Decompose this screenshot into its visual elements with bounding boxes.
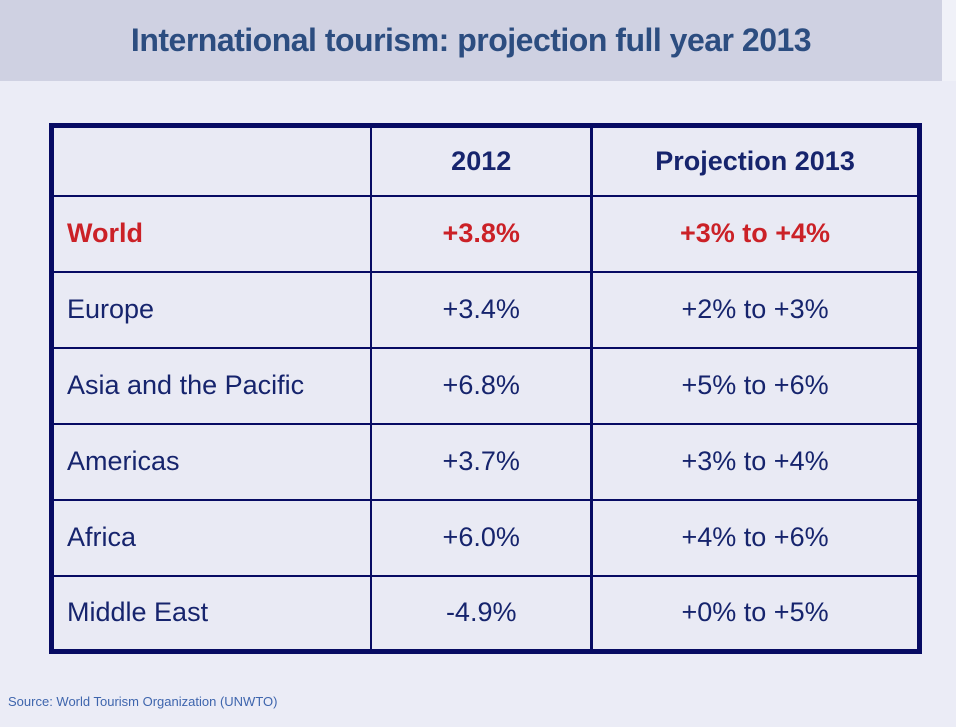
tourism-table: 2012 Projection 2013 World +3.8% +3% to … <box>49 123 922 654</box>
value-2012-cell: +3.8% <box>370 194 594 273</box>
region-cell: World <box>50 194 373 273</box>
value-projection-cell: +2% to +3% <box>590 270 921 349</box>
table-header-row: 2012 Projection 2013 <box>50 124 921 197</box>
value-2012-cell: +3.7% <box>370 422 594 501</box>
region-cell: Middle East <box>50 574 373 653</box>
title-band: International tourism: projection full y… <box>0 0 942 81</box>
header-projection-cell: Projection 2013 <box>590 124 921 197</box>
region-cell: Europe <box>50 270 373 349</box>
table-row-africa: Africa +6.0% +4% to +6% <box>50 498 921 577</box>
region-cell: Asia and the Pacific <box>50 346 373 425</box>
value-2012-cell: -4.9% <box>370 574 594 653</box>
header-region-cell <box>50 124 373 197</box>
value-2012-cell: +6.0% <box>370 498 594 577</box>
source-note: Source: World Tourism Organization (UNWT… <box>8 694 278 709</box>
value-2012-cell: +3.4% <box>370 270 594 349</box>
region-cell: Africa <box>50 498 373 577</box>
table-row-asia-pacific: Asia and the Pacific +6.8% +5% to +6% <box>50 346 921 425</box>
table-row-middle-east: Middle East -4.9% +0% to +5% <box>50 574 921 653</box>
value-projection-cell: +0% to +5% <box>590 574 921 653</box>
header-2012-cell: 2012 <box>370 124 594 197</box>
value-projection-cell: +3% to +4% <box>590 194 921 273</box>
value-projection-cell: +4% to +6% <box>590 498 921 577</box>
value-projection-cell: +5% to +6% <box>590 346 921 425</box>
table-row-europe: Europe +3.4% +2% to +3% <box>50 270 921 349</box>
table-row-world: World +3.8% +3% to +4% <box>50 194 921 273</box>
table-row-americas: Americas +3.7% +3% to +4% <box>50 422 921 501</box>
page-title: International tourism: projection full y… <box>130 22 812 58</box>
value-projection-cell: +3% to +4% <box>590 422 921 501</box>
value-2012-cell: +6.8% <box>370 346 594 425</box>
region-cell: Americas <box>50 422 373 501</box>
title-band-right-gap <box>942 0 956 81</box>
